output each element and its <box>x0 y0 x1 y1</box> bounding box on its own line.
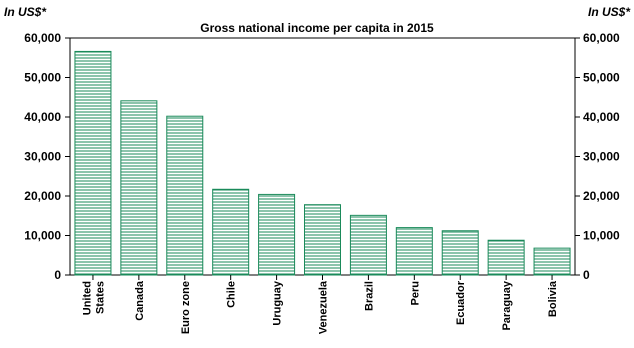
bar <box>487 239 525 276</box>
x-tick-label: Peru <box>409 281 421 305</box>
x-tick-label: Canada <box>134 280 146 321</box>
y-tick-label-right: 0 <box>583 268 590 282</box>
x-tick-label: Venezuela <box>318 280 330 334</box>
y-tick-label-left: 10,000 <box>24 229 61 243</box>
x-tick-label: Ecuador <box>455 280 467 325</box>
y-tick-label-left: 0 <box>54 268 61 282</box>
y-tick-label-left: 60,000 <box>24 31 61 45</box>
y-tick-label-left: 50,000 <box>24 71 61 85</box>
bar <box>120 100 158 276</box>
bar <box>441 230 479 276</box>
y-tick-label-right: 30,000 <box>583 150 620 164</box>
y-axis-unit-right: In US$* <box>588 5 631 19</box>
bar <box>395 227 433 276</box>
bar <box>304 204 341 276</box>
y-tick-label-right: 50,000 <box>583 71 620 85</box>
x-tick-label: Chile <box>226 281 238 308</box>
bar <box>349 214 387 276</box>
x-tick-label: Brazil <box>363 281 375 311</box>
bar <box>74 50 112 276</box>
bar <box>212 188 250 276</box>
x-tick-label: Uruguay <box>272 280 284 326</box>
plot-area: 0 0 10,000 10,000 20,000 20,000 30,000 30,000 40… <box>24 31 620 334</box>
y-axis-unit-left: In US$* <box>4 5 47 19</box>
bar <box>258 193 296 276</box>
x-tick-label: Paraguay <box>501 280 513 330</box>
chart-title: Gross national income per capita in 2015 <box>200 21 434 35</box>
bar <box>533 247 571 276</box>
y-tick-label-right: 60,000 <box>583 31 620 45</box>
y-tick-label-right: 20,000 <box>583 189 620 203</box>
x-tick-label: UnitedStates <box>81 281 106 315</box>
x-tick-label: Euro zone <box>180 281 192 334</box>
x-tick-label: Bolivia <box>547 280 559 317</box>
y-tick-label-left: 40,000 <box>24 110 61 124</box>
y-tick-label-right: 40,000 <box>583 110 620 124</box>
y-tick-label-left: 30,000 <box>24 150 61 164</box>
bar <box>166 115 204 276</box>
y-tick-label-right: 10,000 <box>583 229 620 243</box>
y-tick-label-left: 20,000 <box>24 189 61 203</box>
